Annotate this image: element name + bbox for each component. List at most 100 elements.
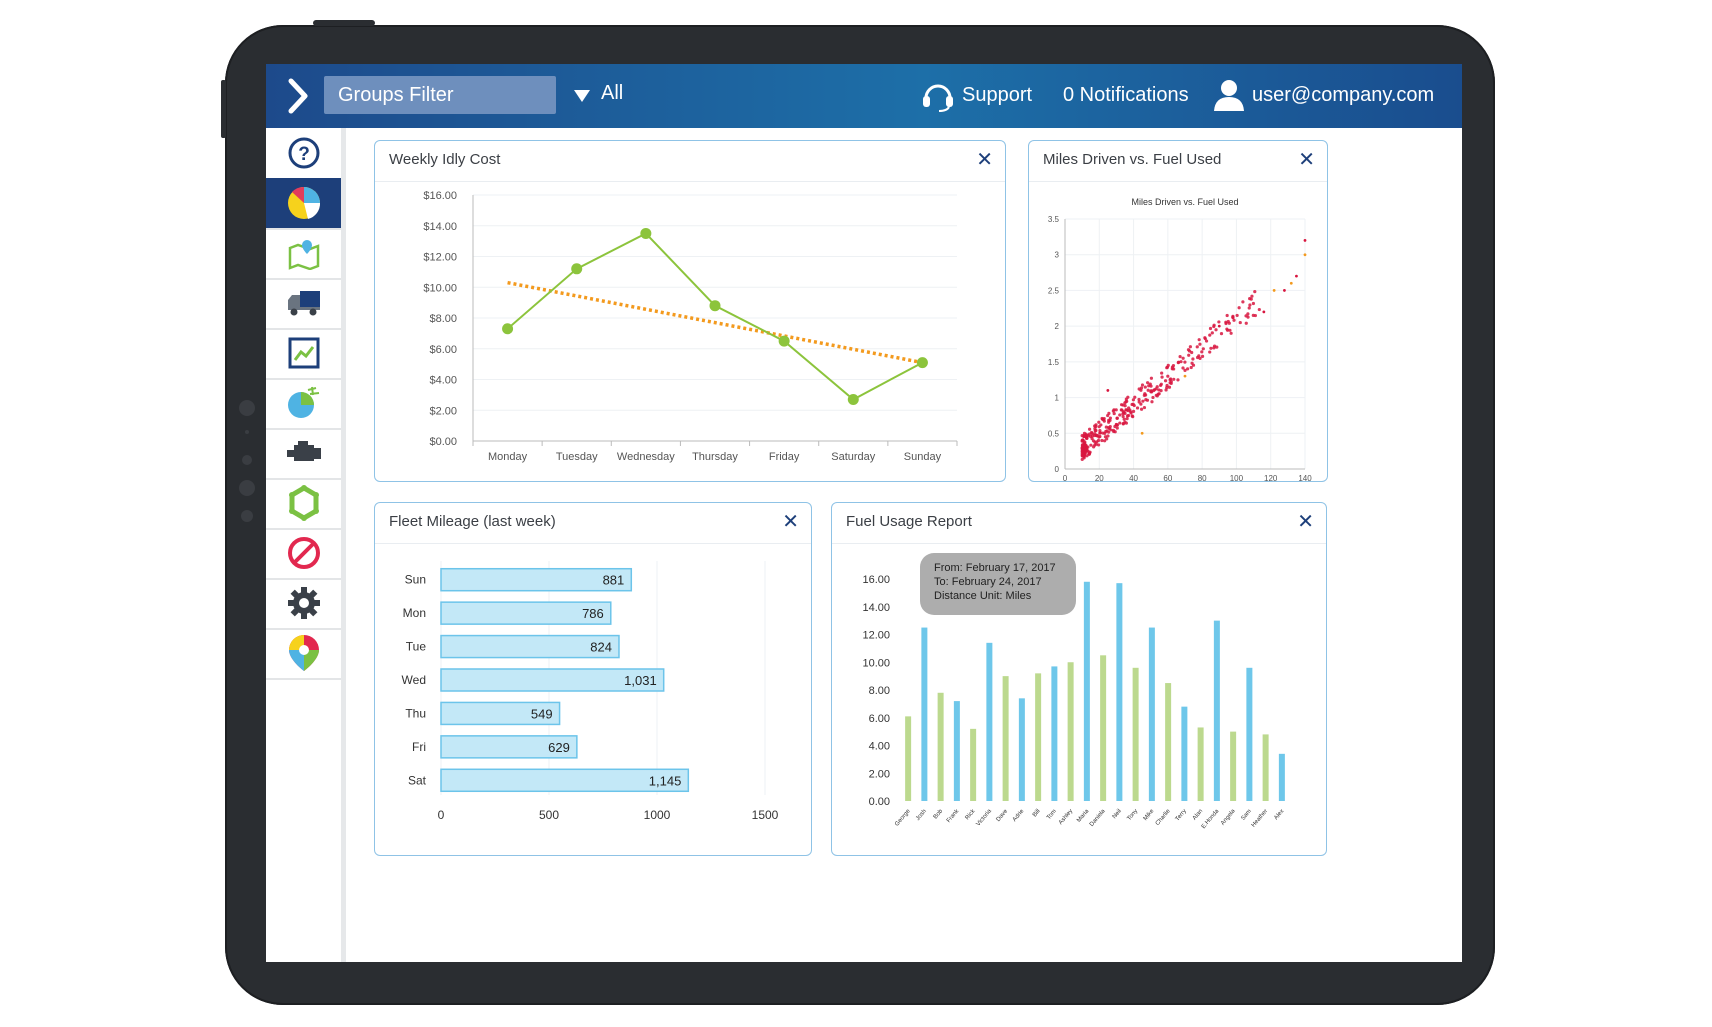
y-tick-label: 0 (1055, 465, 1060, 474)
scatter-point (1250, 294, 1254, 298)
bar (905, 716, 912, 801)
x-tick-label: Wednesday (617, 451, 675, 463)
close-icon[interactable]: ✕ (782, 511, 799, 533)
scatter-point (1244, 314, 1248, 318)
scatter-point (1183, 360, 1187, 364)
panel-title: Weekly Idly Cost (389, 151, 501, 168)
scatter-point (1108, 416, 1112, 420)
scatter-point (1204, 339, 1209, 343)
groups-filter-input[interactable]: Groups Filter (324, 76, 556, 114)
x-tick-label: Alan (1192, 808, 1204, 821)
data-label: 824 (590, 640, 612, 655)
fleet-mileage-chart: 0 500 1000 1500 Sun 881 Mon 786 Tue 824 Wed 1,031 Th… (402, 561, 779, 822)
sidebar-item-vehicles[interactable] (266, 278, 341, 330)
y-tick-label: $10.00 (423, 282, 457, 294)
scatter-point (1179, 360, 1183, 364)
scatter-point (1172, 367, 1176, 371)
scatter-point (1225, 313, 1229, 318)
scatter-point (1109, 428, 1113, 432)
sidebar-item-map[interactable] (266, 228, 341, 280)
x-tick-label: Mike (1143, 808, 1156, 822)
support-link[interactable]: Support (962, 84, 1033, 106)
scatter-point (1167, 385, 1172, 389)
scatter-point (1244, 321, 1248, 325)
close-icon[interactable]: ✕ (1298, 149, 1315, 171)
scatter-point (1176, 378, 1180, 382)
scatter-point (1084, 447, 1088, 451)
scatter-point (1235, 313, 1239, 318)
bar (440, 768, 690, 793)
scatter-point (1118, 421, 1122, 425)
fleet-mileage-panel: Fleet Mileage (last week) ✕ 0 500 1000 1500… (374, 502, 812, 856)
forbidden-icon (287, 537, 320, 569)
bar (921, 627, 928, 801)
bar (986, 642, 993, 801)
scatter-point (1241, 300, 1245, 304)
scatter-point (1238, 320, 1242, 325)
scatter-point (1200, 350, 1204, 354)
data-label: 1,031 (624, 673, 657, 688)
scatter-point (1183, 368, 1187, 372)
scatter-point (1181, 366, 1185, 370)
bar (440, 735, 578, 759)
scatter-point (1142, 393, 1146, 397)
bar (1262, 734, 1269, 801)
scatter-point (1165, 383, 1169, 388)
y-tick-label: 0.00 (869, 796, 890, 808)
x-tick-label: Adrie (1012, 808, 1026, 823)
headset-icon[interactable] (921, 78, 955, 112)
dropdown-triangle-icon[interactable] (574, 90, 590, 102)
sidebar-item-locations[interactable] (266, 628, 341, 680)
close-icon[interactable]: ✕ (976, 149, 993, 171)
tablet-side-button (221, 80, 226, 138)
data-point (571, 263, 583, 275)
data-point (916, 357, 928, 369)
scatter-point (1212, 324, 1216, 329)
x-tick-label: Daniela (1089, 808, 1107, 828)
sidebar-item-engine[interactable] (266, 428, 341, 480)
scatter-point (1092, 445, 1096, 449)
trendline (507, 280, 923, 365)
sidebar-item-dashboard[interactable] (266, 178, 341, 230)
scatter-point (1131, 398, 1135, 402)
close-icon[interactable]: ✕ (1297, 511, 1314, 533)
user-account-link[interactable]: user@company.com (1252, 84, 1435, 106)
bar (1100, 655, 1107, 801)
bar (1051, 666, 1058, 801)
x-tick-label: Josh (915, 808, 928, 822)
bar (1246, 667, 1253, 801)
y-tick-label: 14.00 (862, 602, 890, 614)
sidebar-item-exceptions[interactable] (266, 528, 341, 580)
scatter-point (1181, 356, 1185, 360)
scatter-point (1108, 418, 1112, 422)
scatter-point (1103, 431, 1107, 435)
svg-text:?: ? (298, 144, 310, 165)
expand-chevron-icon[interactable] (284, 78, 314, 114)
y-tick-label: Fri (412, 740, 426, 754)
bar (1067, 662, 1074, 801)
notifications-link[interactable]: 0 Notifications (1063, 84, 1189, 106)
scatter-point (1159, 389, 1163, 393)
sidebar-item-help[interactable]: ? (266, 128, 341, 180)
x-tick-label: Victoria (976, 808, 994, 828)
filter-value-select[interactable]: All (601, 82, 624, 104)
user-icon[interactable] (1213, 78, 1245, 112)
scatter-point (1126, 409, 1130, 413)
scatter-point (1262, 310, 1266, 314)
sidebar-item-settings[interactable] (266, 578, 341, 630)
scatter-point (1131, 409, 1136, 413)
scatter-point (1247, 306, 1251, 310)
scatter-point (1119, 408, 1123, 412)
y-tick-label: 0.5 (1048, 429, 1060, 438)
scatter-point (1094, 428, 1098, 433)
sidebar-item-trends[interactable] (266, 328, 341, 380)
scatter-point (1098, 431, 1102, 435)
sidebar-item-reports[interactable] (266, 378, 341, 430)
scatter-point (1251, 313, 1255, 317)
scatter-point (1111, 428, 1116, 432)
scatter-point (1142, 405, 1147, 410)
x-tick-label: Heather (1251, 808, 1269, 828)
scatter-point (1200, 354, 1205, 358)
sidebar-item-zones[interactable] (266, 478, 341, 530)
tablet-top-button (313, 20, 375, 26)
